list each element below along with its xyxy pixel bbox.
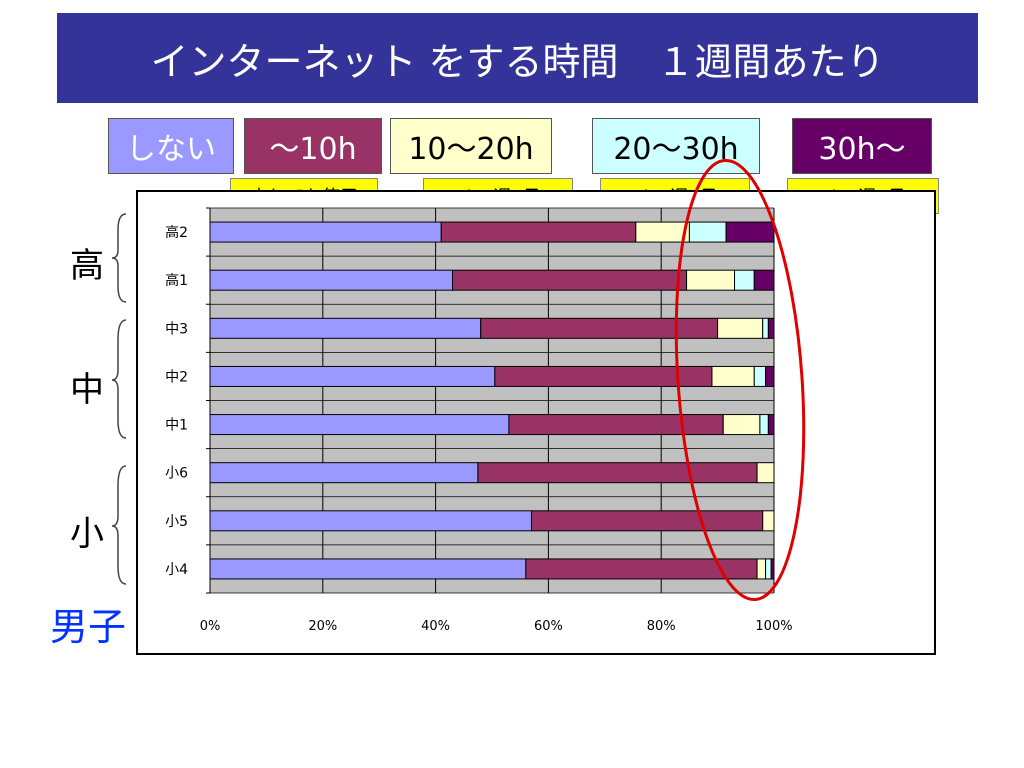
group-label-middle: 中 <box>70 370 104 410</box>
group-braces <box>112 213 127 585</box>
chart-frame <box>136 190 936 655</box>
legend-item-1: 〜10h <box>244 118 382 174</box>
group-label-high: 高 <box>70 246 104 286</box>
legend-item-4: 30h〜 <box>792 118 932 174</box>
brace-elementary <box>112 465 127 585</box>
legend-item-3: 20〜30h <box>592 118 760 174</box>
gender-label: 男子 <box>50 605 127 649</box>
legend-item-0: しない <box>108 118 234 174</box>
brace-middle <box>112 319 127 439</box>
page-title: インターネット をする時間 １週間あたり <box>57 13 978 103</box>
group-label-elementary: 小 <box>70 514 104 554</box>
legend-item-2: 10〜20h <box>390 118 552 174</box>
brace-high <box>112 213 127 303</box>
